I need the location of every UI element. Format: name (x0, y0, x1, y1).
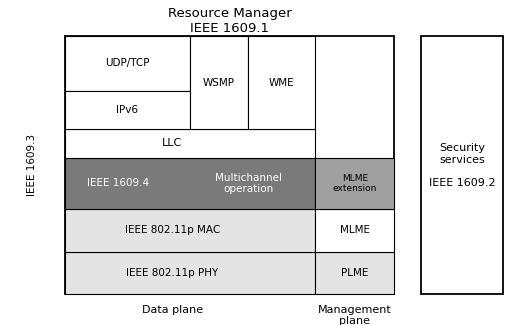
Text: IPv6: IPv6 (117, 105, 138, 115)
Text: Management
plane: Management plane (318, 305, 392, 325)
Bar (248, 36, 315, 129)
Bar (65, 129, 315, 158)
Text: WME: WME (269, 78, 294, 88)
Bar (65, 158, 315, 209)
Text: Data plane: Data plane (142, 305, 203, 315)
Text: WSMP: WSMP (203, 78, 235, 88)
Bar (65, 36, 394, 294)
Bar (65, 36, 190, 91)
Text: Resource Manager
IEEE 1609.1: Resource Manager IEEE 1609.1 (168, 7, 292, 35)
Bar (65, 91, 190, 129)
Text: Security
services

IEEE 1609.2: Security services IEEE 1609.2 (429, 143, 495, 188)
Bar (65, 209, 315, 252)
Text: UDP/TCP: UDP/TCP (105, 58, 150, 69)
Text: MLME
extension: MLME extension (333, 174, 377, 193)
Text: Multichannel
operation: Multichannel operation (215, 173, 282, 194)
Text: IEEE 802.11p MAC: IEEE 802.11p MAC (125, 225, 220, 235)
Bar (421, 36, 503, 294)
Bar (315, 158, 394, 209)
Text: PLME: PLME (341, 268, 368, 278)
Text: IEEE 1609.3: IEEE 1609.3 (27, 134, 37, 196)
Text: LLC: LLC (162, 138, 182, 149)
Text: IEEE 802.11p PHY: IEEE 802.11p PHY (126, 268, 219, 278)
Bar (315, 209, 394, 252)
Text: MLME: MLME (340, 225, 370, 235)
Bar (190, 36, 248, 129)
Bar (315, 252, 394, 294)
Bar (65, 252, 315, 294)
Text: IEEE 1609.4: IEEE 1609.4 (87, 178, 149, 188)
